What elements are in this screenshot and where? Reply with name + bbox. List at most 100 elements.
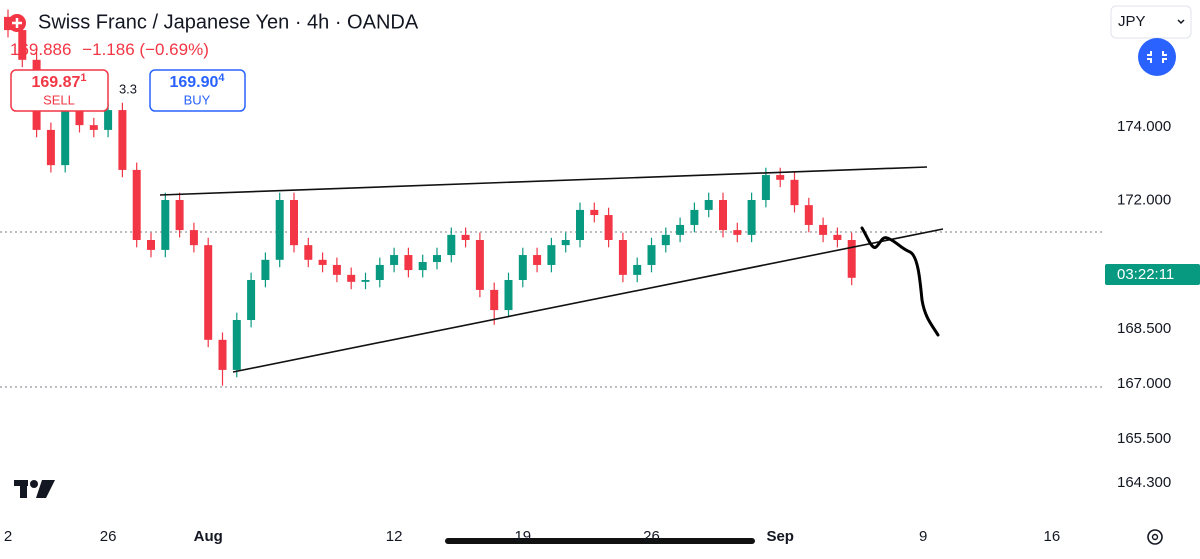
candle-body	[4, 16, 12, 31]
x-tick-label: 19	[514, 528, 531, 545]
y-tick-label: 172.000	[1117, 191, 1171, 208]
symbol-icon	[12, 18, 22, 28]
candle-body	[490, 289, 499, 311]
candle-body	[290, 200, 298, 246]
candle-body	[404, 255, 413, 271]
change-pct: (−0.69%)	[139, 40, 208, 59]
buy-price-main: 169.90	[169, 74, 218, 91]
candle-body	[504, 280, 513, 311]
y-tick-label: 165.500	[1117, 430, 1171, 447]
candle-body	[547, 245, 556, 265]
candle-body	[89, 125, 98, 130]
candle-body	[104, 110, 113, 130]
buy-button[interactable]	[149, 69, 246, 112]
candle-body	[561, 240, 570, 246]
scale-button[interactable]	[1138, 38, 1176, 76]
candle-body	[204, 245, 213, 340]
sell-price: 169.871	[31, 72, 86, 91]
sell-price-pip: 1	[80, 72, 86, 84]
candle-body	[75, 110, 84, 126]
settings-icon	[1151, 533, 1159, 541]
candle-body	[447, 234, 456, 256]
y-tick-label: 164.300	[1117, 474, 1171, 491]
candle-body	[18, 30, 27, 60]
candle-body	[61, 110, 70, 166]
logo-part	[30, 480, 38, 488]
currency: JPY	[1118, 13, 1146, 30]
candle-body	[690, 209, 699, 225]
countdown-badge	[1105, 264, 1200, 285]
change: −1.186	[82, 40, 134, 59]
candle-body	[175, 200, 184, 231]
scale-icon	[1147, 51, 1167, 63]
x-tick-label: 2	[4, 528, 12, 545]
candle-body	[647, 245, 656, 265]
candle-body	[761, 175, 770, 200]
candle-body	[833, 234, 842, 240]
candle-body	[747, 200, 756, 235]
candle-body	[676, 224, 685, 235]
x-tick-label: 16	[1044, 528, 1061, 545]
candle-body	[518, 255, 527, 280]
candle-body	[189, 230, 198, 246]
chevron	[1177, 19, 1185, 25]
candle-body	[847, 240, 856, 278]
buy-price-pip: 4	[218, 72, 225, 84]
candle-body	[661, 234, 670, 246]
candle-body	[618, 240, 627, 275]
spread: 3.3	[119, 81, 137, 96]
candle-body	[161, 200, 170, 250]
logo-part	[36, 480, 55, 498]
title: Swiss Franc / Japanese Yen · 4h · OANDA	[38, 11, 419, 33]
candle-body	[390, 255, 399, 265]
logo	[14, 480, 55, 498]
trend-line	[159, 166, 928, 196]
x-tick-label: Aug	[194, 528, 223, 545]
sell-button[interactable]	[10, 69, 109, 112]
candle-body	[132, 169, 141, 240]
candle-body	[332, 264, 341, 275]
last-price: 169.886	[10, 40, 71, 59]
x-tick-label: 9	[919, 528, 927, 545]
y-tick-label: 174.000	[1117, 118, 1171, 135]
y-tick-label: 168.500	[1117, 320, 1171, 337]
buy-label: BUY	[184, 92, 211, 107]
candle-body	[633, 264, 642, 275]
x-tick-label: Sep	[766, 528, 794, 545]
y-tick-label: 167.000	[1117, 375, 1171, 392]
candle-body	[318, 259, 327, 265]
buy-price: 169.904	[169, 72, 225, 91]
currency-dropdown[interactable]	[1110, 5, 1192, 39]
candle-body	[361, 280, 370, 282]
candles	[4, 9, 856, 386]
settings-icon[interactable]	[1147, 529, 1163, 545]
drawing	[860, 226, 940, 337]
candle-body	[418, 262, 427, 271]
candle-body	[590, 209, 599, 216]
candle-body	[118, 110, 127, 170]
sell-price-main: 169.87	[31, 74, 80, 91]
x-tick-label: 26	[100, 528, 117, 545]
candle-body	[719, 200, 727, 231]
candle-body	[247, 280, 256, 320]
candle-body	[46, 129, 55, 166]
candle-body	[604, 215, 613, 240]
candle-body	[433, 255, 441, 263]
candle-body	[261, 259, 270, 280]
candle-body	[576, 209, 584, 240]
candle-body	[475, 240, 484, 290]
sell-label: SELL	[43, 92, 75, 107]
candle-body	[375, 264, 384, 280]
price-change: 169.886 −1.186 (−0.69%)	[10, 40, 209, 59]
candle-body	[733, 230, 742, 235]
candle-body	[704, 200, 713, 210]
candle-body	[347, 274, 356, 282]
trend-line	[232, 228, 944, 373]
candle-body	[147, 240, 155, 250]
logo-part	[20, 480, 27, 498]
candle-body	[804, 205, 813, 225]
candle-body	[790, 179, 799, 206]
candle-body	[218, 339, 227, 370]
